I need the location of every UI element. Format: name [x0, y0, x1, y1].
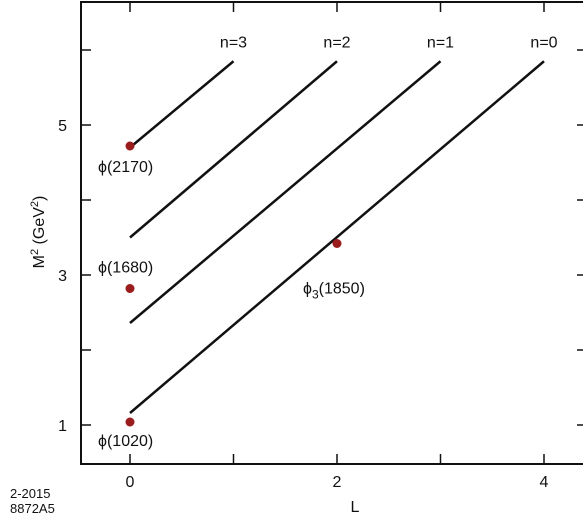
axis-ticks: 0 2 4 1 3 5 — [58, 2, 583, 491]
series-label: n=0 — [530, 34, 557, 51]
data-labels: n=0 n=1 n=2 n=3 ϕ(1020) ϕ(1680) ϕ(2170) ϕ3(1850… — [98, 34, 558, 450]
y-axis-label-exponent: 2 — [29, 249, 41, 255]
data-point — [125, 284, 135, 293]
trajectory-lines — [129, 60, 545, 414]
x-tick-label: 4 — [540, 474, 549, 491]
y-tick-label: 3 — [58, 268, 67, 285]
y-axis-label: M2 (GeV2) — [29, 196, 48, 269]
date-note: 2-2015 — [10, 486, 51, 501]
series-line — [129, 60, 442, 324]
plot-frame — [80, 1, 583, 465]
svg-text:M2 (GeV2): M2 (GeV2) — [29, 196, 48, 269]
series-label: n=2 — [323, 34, 350, 51]
y-tick-label: 1 — [58, 418, 67, 435]
x-tick-label: 2 — [333, 474, 342, 491]
y-axis-label-unit-exponent: 2 — [29, 201, 41, 207]
figure-code-note: 8872A5 — [10, 501, 55, 516]
data-point — [125, 141, 135, 151]
data-points — [125, 141, 342, 427]
x-axis-label: L — [351, 499, 360, 516]
y-axis-label-close: ) — [31, 196, 48, 201]
data-point-label: ϕ3(1850) — [303, 281, 365, 302]
series-line — [129, 60, 338, 239]
y-axis-label-unit: (GeV — [31, 207, 48, 245]
data-point — [125, 417, 135, 427]
y-axis-label-symbol: M — [31, 255, 48, 268]
series-line — [129, 60, 235, 149]
x-tick-label: 0 — [126, 474, 135, 491]
data-point-label: ϕ(2170) — [98, 159, 153, 176]
series-line — [129, 60, 545, 414]
y-tick-label: 5 — [58, 118, 67, 135]
series-label: n=1 — [427, 34, 454, 51]
data-point-label: ϕ(1020) — [98, 433, 153, 450]
series-label: n=3 — [220, 34, 247, 51]
data-point — [332, 239, 342, 248]
data-point-label: ϕ(1680) — [98, 260, 153, 277]
